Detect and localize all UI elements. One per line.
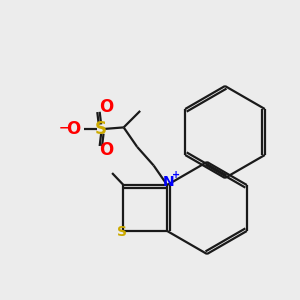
Text: +: + [172,170,180,180]
Text: O: O [99,98,113,116]
Text: S: S [95,120,107,138]
Text: O: O [66,120,80,138]
Text: S: S [117,225,127,238]
Text: O: O [99,142,113,160]
Text: −: − [59,122,69,135]
Text: N: N [163,175,175,189]
